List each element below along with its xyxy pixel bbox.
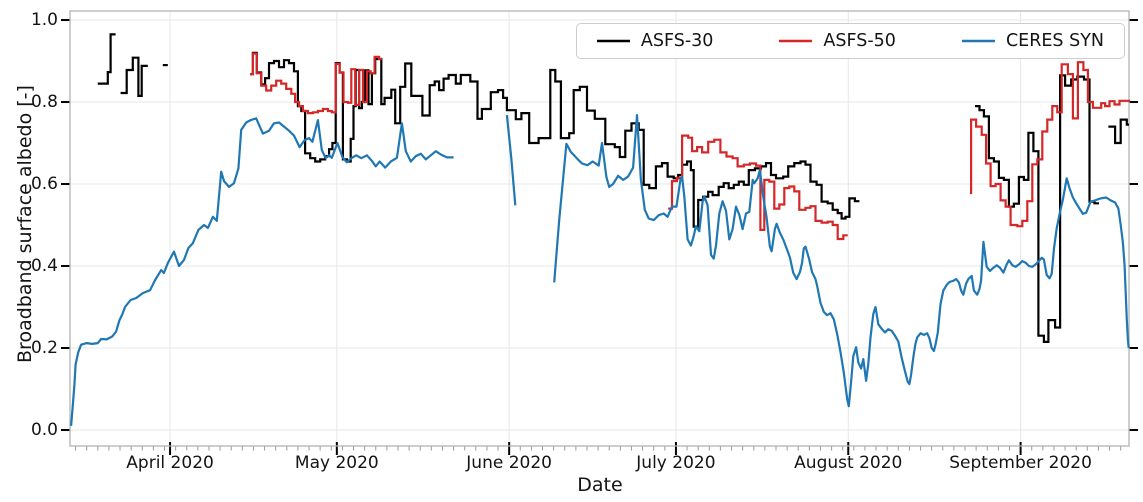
y-tick-label: 0.6 — [30, 174, 58, 195]
x-axis-label: Date — [577, 474, 623, 496]
x-tick-label: July 2020 — [636, 453, 716, 473]
y-tick-label: 0.0 — [30, 420, 58, 440]
ceres-syn-line-icon — [961, 39, 995, 43]
asfs-50-line-icon — [779, 39, 813, 43]
y-axis-label: Broadband surface albedo [-] — [14, 85, 36, 363]
y-tick-label: 0.8 — [30, 92, 58, 113]
legend-item-asfs-30: ASFS-30 — [596, 31, 714, 51]
x-tick-label: September 2020 — [949, 453, 1092, 473]
y-tick-label: 0.4 — [30, 256, 58, 276]
legend-item-asfs-50: ASFS-50 — [779, 31, 896, 51]
asfs-30-line-icon — [596, 39, 630, 43]
y-tick-label: 0.2 — [30, 338, 58, 358]
y-tick-label: 1.0 — [30, 10, 58, 31]
legend-label-asfs-50: ASFS-50 — [823, 31, 896, 51]
x-tick-label: April 2020 — [126, 453, 214, 473]
x-tick-label: May 2020 — [294, 453, 379, 473]
x-tick-label: August 2020 — [794, 453, 903, 473]
legend: ASFS-30 ASFS-50 CERES SYN — [575, 23, 1125, 59]
x-tick-label: June 2020 — [466, 453, 552, 473]
legend-item-ceres-syn: CERES SYN — [961, 31, 1104, 51]
legend-label-asfs-30: ASFS-30 — [640, 31, 714, 51]
legend-label-ceres-syn: CERES SYN — [1005, 31, 1104, 51]
